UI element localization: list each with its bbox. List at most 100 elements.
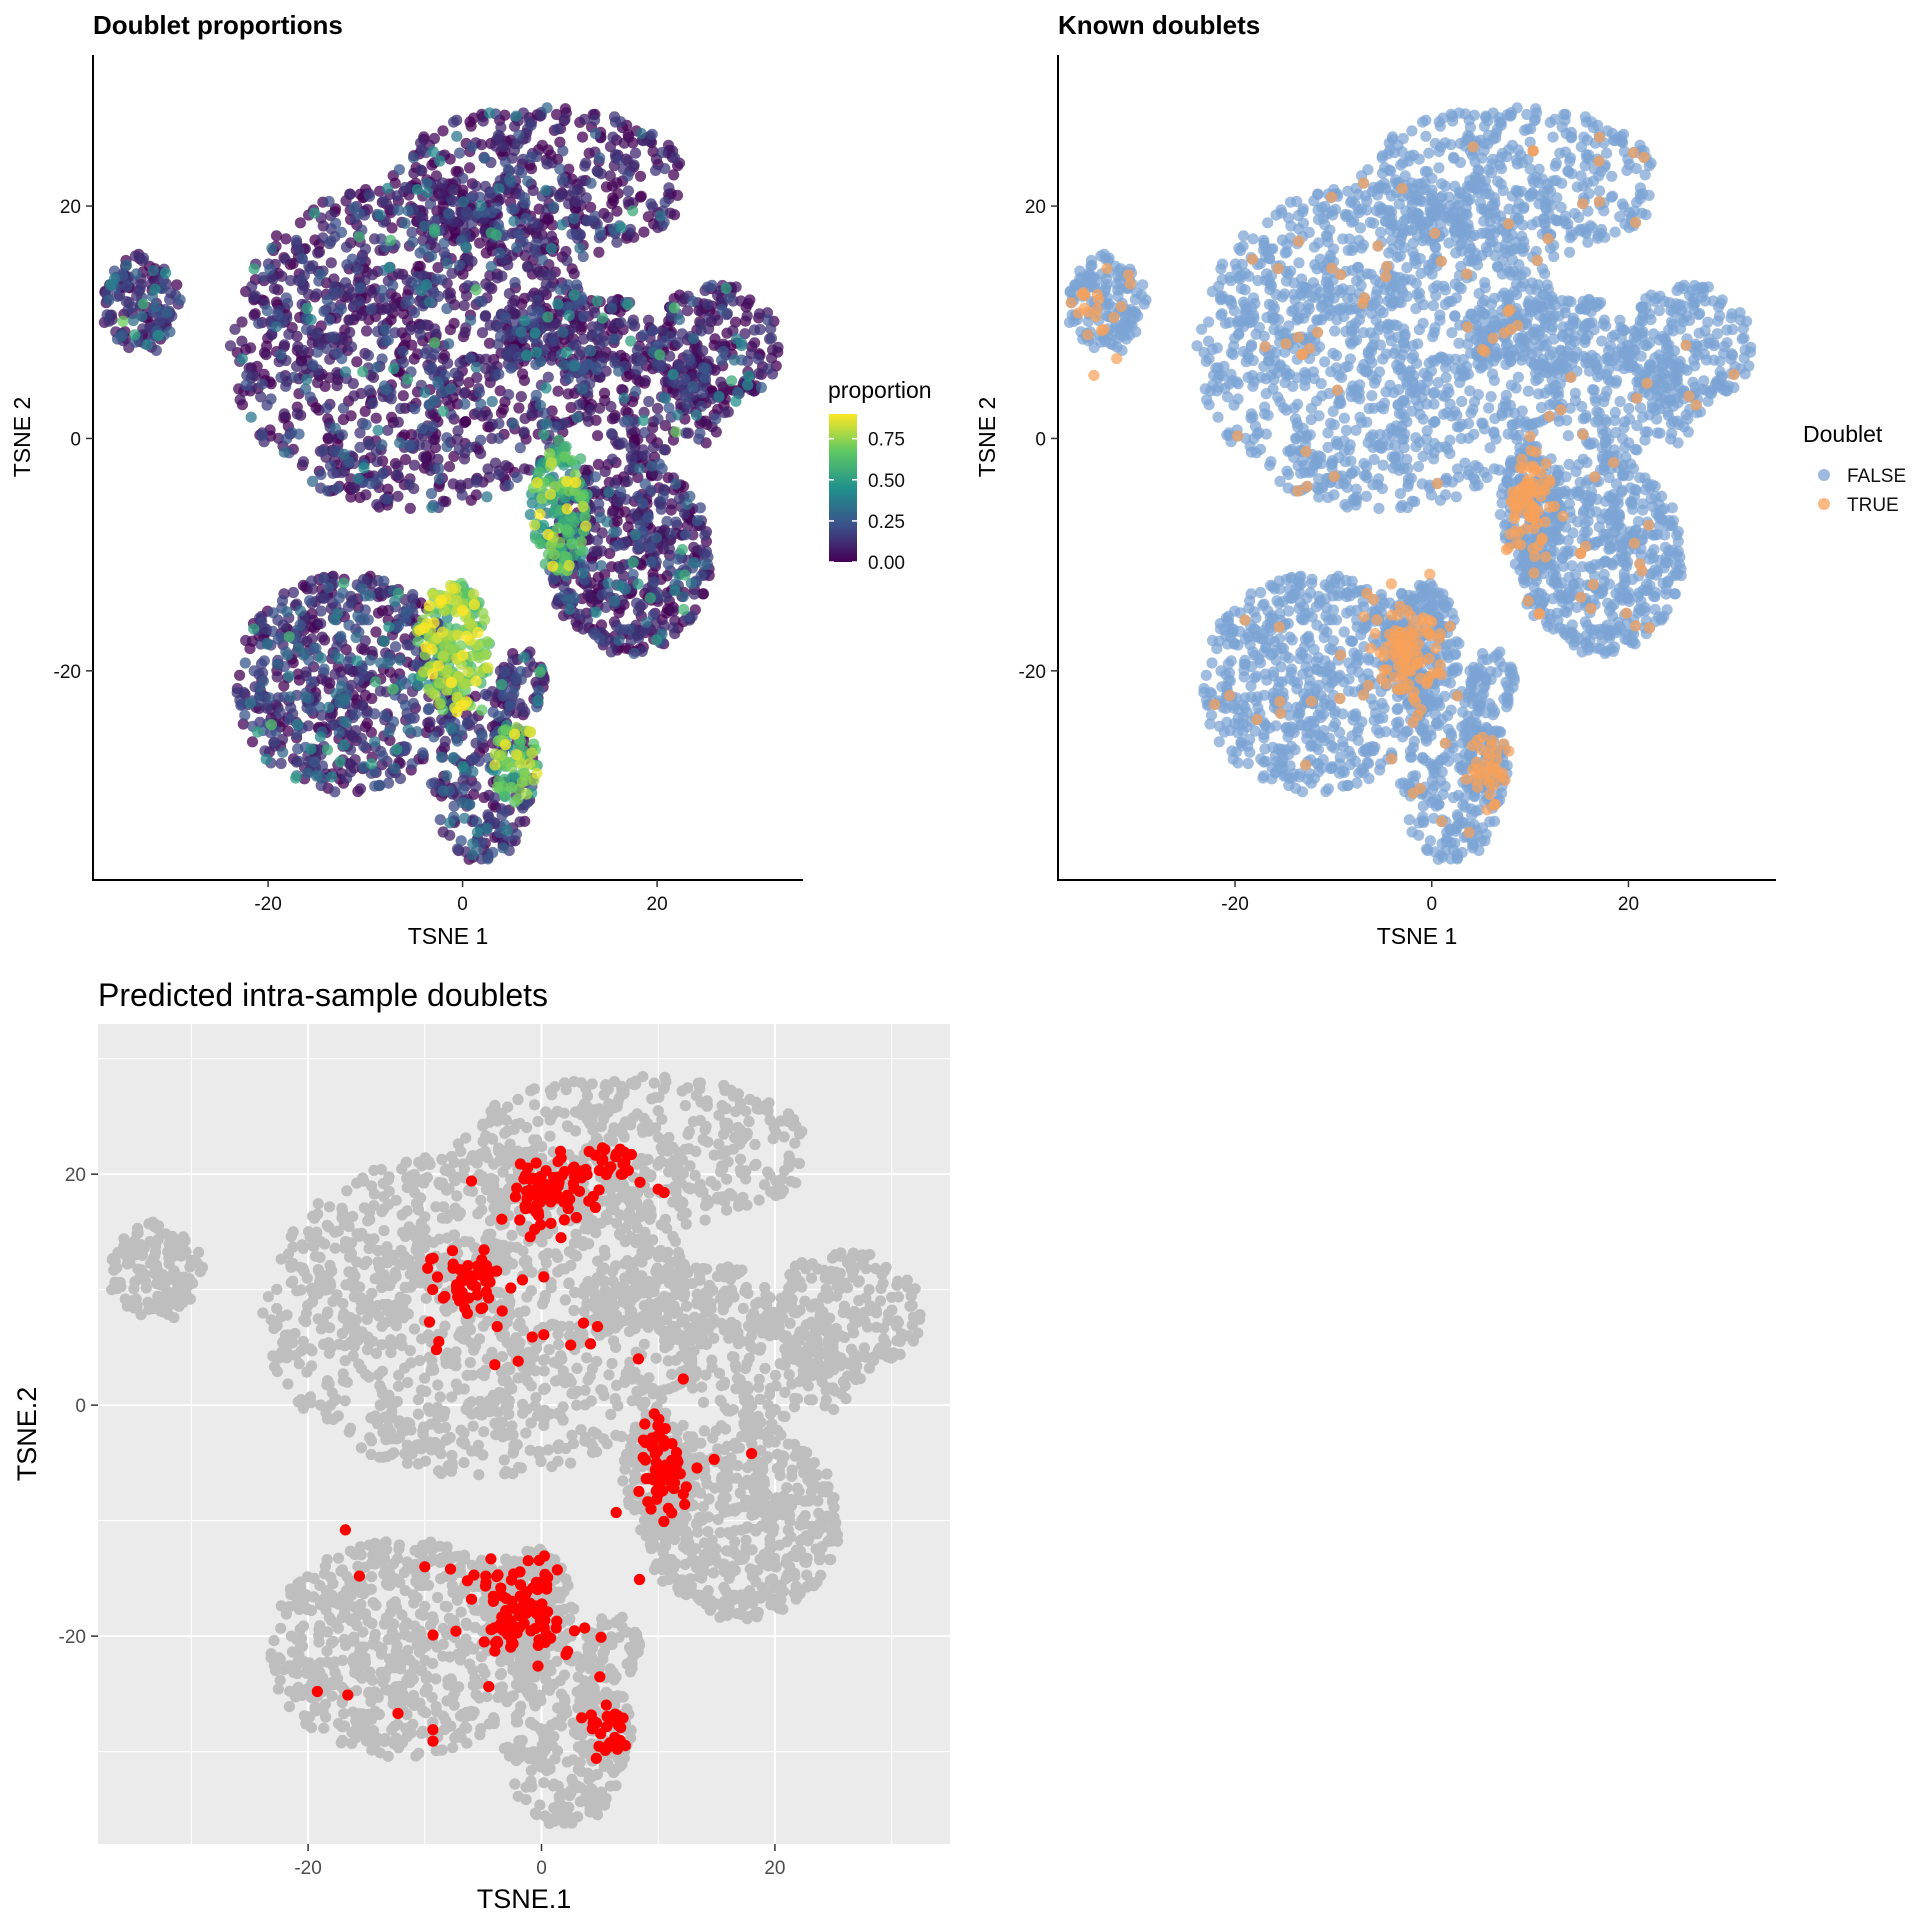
data-point (645, 556, 657, 568)
data-point (315, 268, 327, 280)
data-point (712, 314, 724, 326)
data-point (248, 291, 260, 303)
data-point (542, 528, 554, 541)
data-point (290, 772, 302, 784)
data-point (448, 116, 460, 128)
data-point (137, 252, 150, 264)
data-point (297, 456, 310, 468)
data-point (534, 399, 547, 412)
data-point (571, 279, 583, 291)
data-point (418, 451, 430, 463)
data-point (637, 498, 649, 510)
data-point (415, 164, 427, 176)
data-point (360, 689, 372, 702)
data-point (1373, 502, 1385, 514)
data-point (460, 678, 472, 690)
data-point (524, 508, 537, 521)
data-point (541, 158, 553, 170)
data-point (423, 600, 435, 612)
data-point (613, 580, 625, 592)
data-point (481, 409, 493, 421)
data-point (341, 772, 353, 784)
data-point (308, 756, 321, 768)
data-point (295, 274, 307, 286)
data-point (762, 314, 774, 326)
data-point (530, 346, 542, 358)
data-point (354, 282, 366, 294)
data-point (657, 491, 669, 503)
data-point (1449, 310, 1461, 322)
data-point (248, 263, 260, 275)
data-point (576, 373, 588, 386)
data-point (608, 333, 620, 345)
data-point (593, 246, 605, 258)
data-point (402, 205, 414, 217)
data-point (575, 536, 587, 548)
data-point (638, 414, 650, 426)
data-point (609, 477, 621, 489)
data-point (545, 269, 557, 281)
data-point (408, 459, 421, 471)
data-point (606, 507, 619, 519)
data-point (359, 243, 372, 255)
data-point (580, 192, 592, 204)
data-point (281, 606, 293, 618)
data-point (567, 186, 580, 198)
data-point (324, 460, 337, 472)
data-point (735, 337, 748, 349)
data-point (281, 433, 293, 445)
data-point (538, 428, 550, 441)
data-point (1116, 344, 1128, 356)
data-point (437, 405, 449, 417)
data-point (452, 629, 464, 641)
data-point (302, 767, 314, 779)
data-point (454, 147, 466, 159)
data-point (527, 184, 539, 197)
data-point (358, 462, 370, 474)
data-point (557, 145, 569, 157)
data-point (452, 425, 464, 437)
data-point (670, 516, 682, 528)
data-point (236, 335, 248, 347)
data-point (348, 390, 360, 402)
data-point (266, 242, 278, 254)
chart-title: Doublet proportions (93, 10, 343, 40)
data-point (1191, 340, 1203, 352)
data-point (345, 491, 357, 503)
data-point (374, 209, 386, 221)
data-point (427, 420, 439, 432)
data-point (1427, 300, 1439, 312)
data-point (279, 253, 291, 265)
data-point (434, 698, 446, 710)
data-point (411, 271, 423, 283)
data-point (591, 295, 604, 307)
data-point (566, 228, 578, 240)
data-point (1228, 340, 1240, 352)
data-point (444, 829, 456, 841)
data-point (483, 471, 495, 483)
data-point (248, 665, 260, 677)
data-point (515, 326, 527, 338)
data-point (388, 363, 400, 375)
data-point (463, 799, 476, 811)
data-point (645, 198, 657, 210)
data-point (564, 603, 576, 615)
data-point (429, 215, 441, 227)
data-point (335, 226, 348, 238)
data-point (446, 583, 458, 595)
data-point (304, 391, 316, 403)
data-point (627, 568, 639, 581)
data-point (453, 443, 465, 455)
data-point (516, 702, 528, 714)
data-point (670, 478, 682, 490)
data-point (690, 409, 703, 421)
data-point (443, 338, 455, 350)
data-point (394, 437, 406, 449)
data-point (288, 371, 300, 383)
data-point (426, 363, 438, 375)
data-point (443, 461, 456, 473)
data-point (672, 409, 684, 421)
data-point (439, 735, 451, 748)
data-point (356, 253, 368, 265)
data-point (615, 116, 627, 128)
